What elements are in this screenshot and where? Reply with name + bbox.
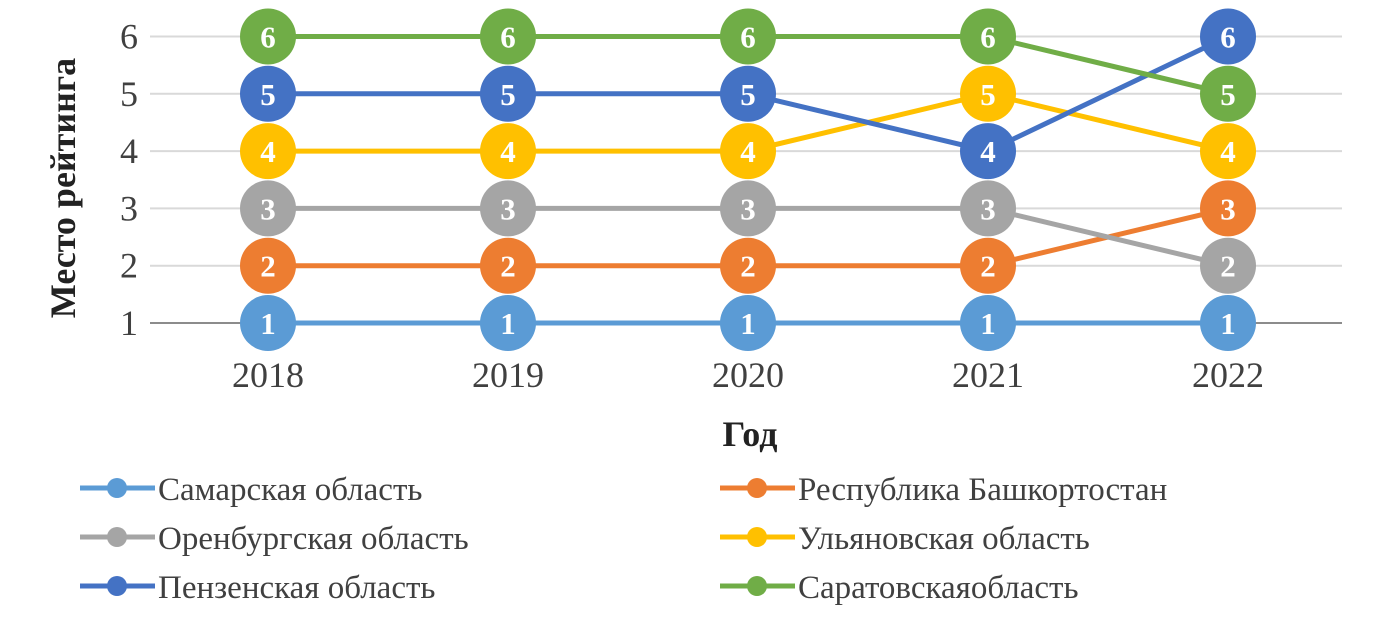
data-point-marker [720, 8, 776, 65]
data-label: 3 [980, 191, 996, 226]
y-tick-label: 1 [120, 303, 138, 343]
data-label: 3 [1220, 191, 1236, 226]
y-tick-label: 6 [120, 17, 138, 57]
legend-label: Оренбургская область [158, 521, 469, 557]
data-label: 6 [740, 20, 756, 55]
data-label: 6 [1220, 20, 1236, 55]
data-point-marker [1200, 123, 1256, 180]
data-label: 4 [260, 134, 276, 169]
data-point-marker [240, 8, 296, 65]
legend-marker [747, 527, 767, 547]
data-label: 2 [500, 249, 516, 284]
data-point-marker [240, 295, 296, 351]
data-point-marker [240, 65, 296, 122]
data-label: 1 [500, 306, 516, 341]
data-label: 4 [1220, 134, 1236, 169]
data-label: 3 [740, 191, 756, 226]
y-axis-title: Место рейтинга [43, 58, 83, 318]
data-label: 2 [980, 249, 996, 284]
legend-label: Пензенская область [158, 570, 435, 606]
data-label: 6 [980, 20, 996, 55]
data-point-marker [1200, 295, 1256, 351]
data-label: 4 [980, 134, 996, 169]
data-label: 2 [260, 249, 276, 284]
data-point-marker [240, 237, 296, 294]
data-label: 3 [500, 191, 516, 226]
data-point-marker [960, 8, 1016, 65]
data-point-marker [720, 65, 776, 122]
legend-label: Ульяновская область [798, 521, 1090, 557]
x-tick-label: 2022 [1192, 355, 1264, 395]
data-label: 2 [1220, 249, 1236, 284]
data-point-marker [720, 237, 776, 294]
legend-marker [107, 527, 127, 547]
data-label: 2 [740, 249, 756, 284]
legend-marker [107, 576, 127, 596]
data-point-marker [720, 295, 776, 351]
data-point-marker [720, 180, 776, 237]
x-tick-label: 2018 [232, 355, 304, 395]
data-label: 5 [740, 77, 756, 112]
legend-marker [747, 576, 767, 596]
data-point-marker [480, 8, 536, 65]
data-point-marker [480, 237, 536, 294]
legend-label: Саратовскаяобласть [798, 570, 1079, 606]
data-label: 1 [1220, 306, 1236, 341]
data-point-marker [480, 123, 536, 180]
data-label: 5 [500, 77, 516, 112]
data-label: 5 [1220, 77, 1236, 112]
data-label: 1 [260, 306, 276, 341]
y-tick-label: 2 [120, 246, 138, 286]
legend-label: Самарская область [158, 472, 422, 508]
data-point-marker [960, 237, 1016, 294]
data-label: 5 [260, 77, 276, 112]
x-axis-title: Год [723, 414, 778, 454]
data-point-marker [720, 123, 776, 180]
data-point-marker [480, 295, 536, 351]
x-tick-label: 2019 [472, 355, 544, 395]
data-point-marker [1200, 8, 1256, 65]
data-point-marker [960, 180, 1016, 237]
data-label: 6 [260, 20, 276, 55]
data-point-marker [480, 180, 536, 237]
data-label: 1 [980, 306, 996, 341]
data-point-marker [960, 295, 1016, 351]
y-tick-label: 3 [120, 188, 138, 228]
data-label: 1 [740, 306, 756, 341]
legend-label: Республика Башкортостан [798, 472, 1167, 508]
data-label: 6 [500, 20, 516, 55]
data-point-marker [1200, 65, 1256, 122]
data-point-marker [960, 65, 1016, 122]
data-point-marker [1200, 237, 1256, 294]
data-label: 3 [260, 191, 276, 226]
data-label: 5 [980, 77, 996, 112]
data-point-marker [960, 123, 1016, 180]
data-point-marker [1200, 180, 1256, 237]
x-tick-label: 2020 [712, 355, 784, 395]
y-tick-label: 5 [120, 74, 138, 114]
data-point-marker [240, 123, 296, 180]
data-point-marker [480, 65, 536, 122]
data-point-marker [240, 180, 296, 237]
y-tick-label: 4 [120, 131, 138, 171]
x-tick-label: 2021 [952, 355, 1024, 395]
data-label: 4 [500, 134, 516, 169]
data-label: 4 [740, 134, 756, 169]
legend-marker [107, 478, 127, 498]
legend-marker [747, 478, 767, 498]
